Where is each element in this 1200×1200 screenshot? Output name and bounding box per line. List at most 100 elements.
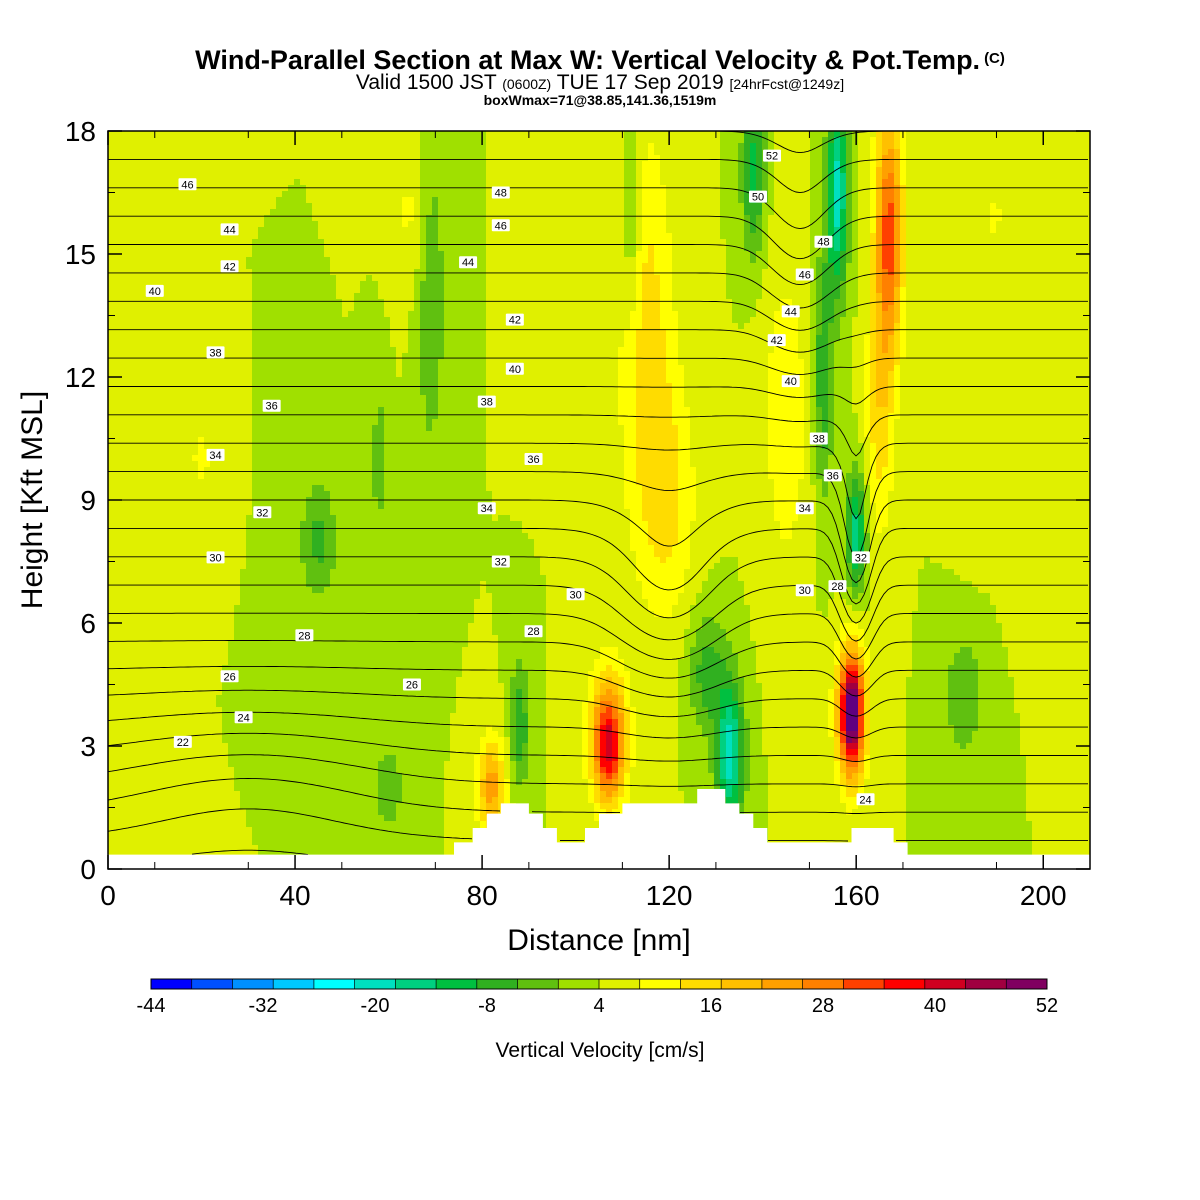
y-tick-label: 18 (65, 116, 96, 147)
theta-contour-label: 44 (220, 223, 239, 236)
colorbar-swatch (476, 979, 519, 989)
colorbar-swatch (680, 979, 722, 989)
theta-contour-label: 26 (220, 670, 239, 683)
theta-contour-line (108, 414, 1088, 457)
colorbar-tick-label: 40 (924, 995, 946, 1017)
colorbar-swatch (599, 979, 641, 989)
theta-contour-label: 38 (477, 395, 496, 409)
terrain-surface (108, 789, 1090, 869)
colorbar-swatch (761, 979, 804, 989)
theta-contour-line (108, 778, 1088, 814)
theta-contour-label: 40 (781, 375, 800, 388)
theta-contour-line (108, 640, 1088, 679)
vertical-velocity-field (108, 131, 1090, 869)
theta-contour-label: 46 (178, 178, 197, 191)
colorbar-swatch (151, 979, 193, 989)
y-tick-label: 3 (80, 731, 96, 762)
theta-contour-label: 44 (459, 256, 478, 269)
contour-labels: 46 44 42 40 38 36 34 32 30 28 26 26 24 22 48 46 44 42 40 38… (145, 149, 875, 806)
theta-contour-label: 32 (253, 506, 272, 519)
colorbar-swatch (232, 979, 274, 989)
theta-contour-line (108, 612, 1088, 660)
theta-contour-label: 42 (505, 313, 524, 327)
x-tick-label: 0 (100, 880, 116, 911)
theta-contour-label: 42 (767, 334, 786, 347)
theta-contour-label: 42 (220, 260, 239, 273)
theta-contour-label: 28 (295, 629, 314, 642)
theta-contour-line (108, 754, 1088, 788)
valid-date: TUE 17 Sep 2019 (557, 71, 724, 94)
theta-contour-line (108, 215, 1088, 260)
colorbar-swatch (436, 979, 478, 989)
theta-contour-line (108, 18, 1088, 19)
colorbar-swatch (639, 979, 681, 989)
colorbar-label: Vertical Velocity [cm/s] (496, 1039, 705, 1062)
theta-contour-line (108, 74, 1088, 80)
theta-contour-label: 52 (763, 149, 782, 163)
x-tick-label: 160 (833, 880, 880, 911)
theta-contour-label: 26 (402, 678, 421, 692)
colorbar: -44 -32 -20 -8 4 16 28 40 52 Vertical Velocity [c… (137, 978, 1058, 1062)
y-axis-label: Height [Kft MSL] (16, 391, 49, 609)
theta-contour-label: 48 (491, 186, 510, 200)
y-tick-label: 9 (80, 485, 96, 516)
colorbar-tick-label: 4 (593, 995, 604, 1017)
theta-contour-label: 36 (823, 469, 842, 482)
theta-contour-label: 38 (809, 432, 828, 446)
theta-contour-line (108, 499, 1088, 584)
colorbar-swatch (558, 979, 600, 989)
potential-temperature-contours (108, 18, 1088, 856)
theta-contour-label: 38 (206, 346, 225, 359)
theta-contour-label: 48 (814, 235, 833, 249)
copyright-mark: (C) (984, 50, 1005, 67)
y-tick-label: 6 (80, 608, 96, 639)
colorbar-swatch (965, 979, 1007, 989)
theta-contour-line (108, 46, 1088, 49)
valid-time-z: (0600Z) (502, 76, 551, 92)
forecast-info: [24hrFcst@1249z] (730, 76, 845, 92)
colorbar-tick-label: 52 (1036, 995, 1058, 1017)
theta-contour-label: 40 (505, 362, 524, 376)
theta-contour-line (108, 732, 1088, 762)
theta-contour-label: 34 (795, 502, 814, 515)
theta-contour-label: 46 (795, 268, 814, 282)
colorbar-swatch (191, 979, 233, 989)
theta-contour-label: 22 (173, 735, 192, 749)
colorbar-swatch (354, 979, 396, 989)
colorbar-swatch (843, 979, 885, 989)
x-tick-label: 40 (279, 880, 310, 911)
theta-contour-label: 34 (206, 448, 225, 462)
x-axis-label: Distance [nm] (507, 924, 690, 957)
y-tick-label: 0 (80, 854, 96, 885)
x-tick-label: 200 (1020, 880, 1067, 911)
theta-contour-line (108, 158, 1088, 194)
theta-contour-label: 28 (524, 625, 543, 638)
theta-contour-label: 50 (748, 190, 767, 204)
valid-time: Valid 1500 JST (356, 71, 496, 94)
x-tick-label: 80 (467, 880, 498, 911)
box-info: boxWmax=71@38.85,141.36,1519m (0, 92, 1200, 108)
colorbar-tick-label: 16 (700, 995, 722, 1017)
theta-contour-line (191, 849, 309, 856)
theta-contour-label: 28 (828, 580, 847, 593)
chart-subtitle: Valid 1500 JST (0600Z) TUE 17 Sep 2019 [… (0, 71, 1200, 96)
theta-contour-line (108, 665, 1088, 698)
theta-contour-line (108, 244, 1088, 286)
colorbar-swatch (517, 979, 559, 989)
theta-contour-label: 24 (234, 711, 253, 724)
theta-contour-line (108, 711, 1088, 739)
terrain (108, 789, 1090, 869)
theta-contour-line (108, 103, 1088, 115)
colorbar-tick-label: -32 (249, 995, 278, 1017)
chart-title: Wind-Parallel Section at Max W: Vertical… (0, 44, 1200, 75)
theta-contour-line (108, 584, 1088, 642)
theta-contour-line (108, 442, 1088, 520)
colorbar-swatch (884, 979, 926, 989)
theta-contour-label: 32 (491, 555, 510, 569)
theta-contour-label: 30 (206, 551, 225, 564)
chart-title-text: Wind-Parallel Section at Max W: Vertical… (195, 45, 980, 75)
colorbar-tick-label: -8 (478, 995, 496, 1017)
theta-contour-label: 32 (851, 551, 870, 564)
y-tick-label: 15 (65, 239, 96, 270)
